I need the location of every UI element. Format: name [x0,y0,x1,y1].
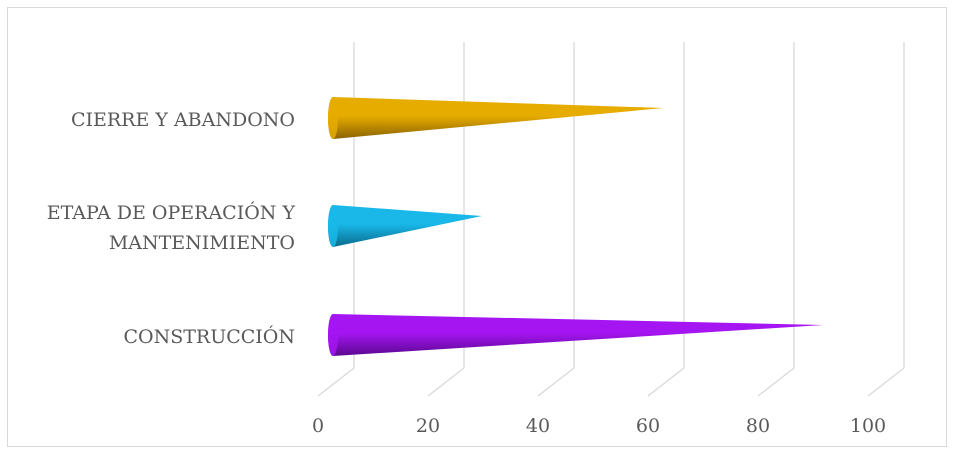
floor-gridline-20 [427,367,465,397]
bar-cone-0 [328,97,664,139]
floor-gridline-40 [537,367,575,397]
category-label-line: MANTENIMIENTO [109,232,295,254]
bar-cone-base-0 [328,97,338,139]
x-tick-label-40: 40 [526,415,550,437]
category-label-0: CIERRE Y ABANDONO [71,109,295,131]
x-tick-label-80: 80 [746,415,770,437]
bar-cone-base-1 [328,205,338,247]
x-tick-label-0: 0 [312,415,324,437]
floor-gridline-80 [757,367,795,397]
x-axis-ticks: 0 20 40 60 80 100 [312,415,886,437]
category-label-line: ETAPA DE OPERACIÓN Y [47,201,296,224]
category-labels: CIERRE Y ABANDONO ETAPA DE OPERACIÓN Y MAN… [47,109,296,348]
x-tick-label-20: 20 [416,415,440,437]
bar-cone-1 [328,205,482,247]
category-label-line: CIERRE Y ABANDONO [71,109,295,131]
category-label-2: CONSTRUCCIÓN [123,325,295,348]
category-label-1: ETAPA DE OPERACIÓN Y MANTENIMIENTO [47,201,296,254]
gridlines [317,42,905,397]
floor-gridline-60 [647,367,685,397]
bar-cone-base-2 [328,314,338,356]
x-tick-label-100: 100 [850,415,886,437]
x-tick-label-60: 60 [636,415,660,437]
floor-gridline-0 [317,367,355,397]
category-label-line: CONSTRUCCIÓN [123,325,295,348]
floor-gridline-100 [867,367,905,397]
bars [328,97,823,356]
chart-frame [7,7,947,447]
bar-cone-2 [328,314,823,356]
